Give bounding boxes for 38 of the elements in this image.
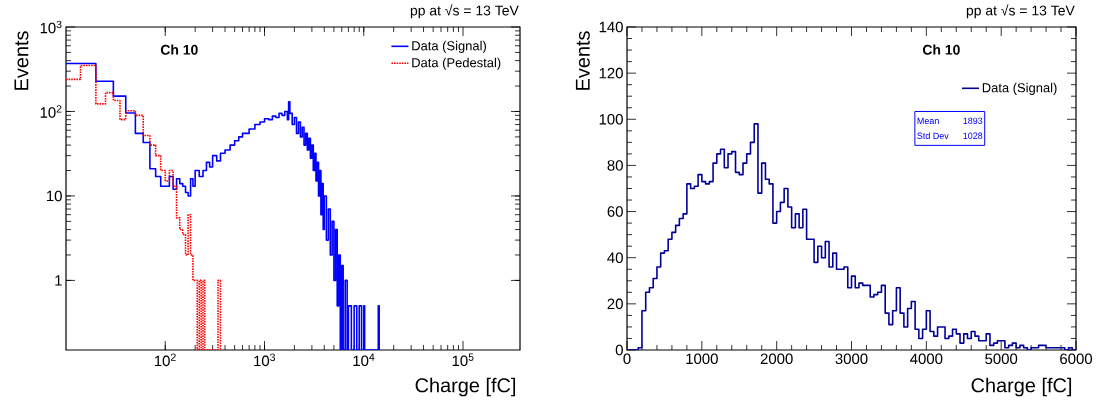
x-tick-label: 5000 [985,353,1018,365]
annotation: 1028 [963,132,983,139]
x-tick-label: 0 [623,353,631,365]
x-tick-label: 10$^{3}$ [254,353,276,367]
x-tick-label: 3000 [835,353,868,365]
chart-title: pp at √s = 13 TeV [410,4,519,19]
x-tick-label: 10$^{5}$ [452,353,474,367]
annotation: Ch 10 [160,44,198,55]
x-axis-title: Charge [fC] [971,377,1072,397]
x-tick-label: 4000 [910,353,943,365]
x-tick-label: 6000 [1060,353,1093,365]
y-tick-label: 100 [599,113,623,125]
x-tick-label: 10$^{2}$ [154,353,176,367]
y-tick-label: 20 [607,298,623,310]
x-tick-label: 2000 [760,353,793,365]
annotation: Std Dev [917,132,949,139]
y-tick-label: 10$^{2}$ [40,105,62,118]
annotation: 1893 [963,117,983,125]
y-tick-label: 10$^{3}$ [40,20,62,34]
legend-label: Data (Signal) [982,82,1057,95]
x-tick-label: 1000 [686,353,718,365]
legend-label: Data (Pedestal) [412,57,501,70]
annotation: Mean [917,117,939,125]
y-tick-label: 10 [47,190,62,202]
y-tick-label: 1 [55,275,62,286]
y-tick-label: 80 [607,160,623,171]
y-tick-label: 40 [607,252,623,263]
annotation: Ch 10 [922,44,960,55]
x-axis-title: Charge [fC] [415,377,516,397]
x-tick-label: 10$^{4}$ [353,353,375,367]
y-tick-label: 140 [599,21,623,33]
y-tick-label: 120 [599,67,623,79]
y-axis-title: Events [575,31,590,90]
chart-title: pp at √s = 13 TeV [966,4,1075,19]
y-tick-label: 60 [607,206,623,217]
y-tick-label: 0 [615,344,623,356]
legend-label: Data (Signal) [412,40,486,53]
y-axis-title: Events [14,31,29,90]
